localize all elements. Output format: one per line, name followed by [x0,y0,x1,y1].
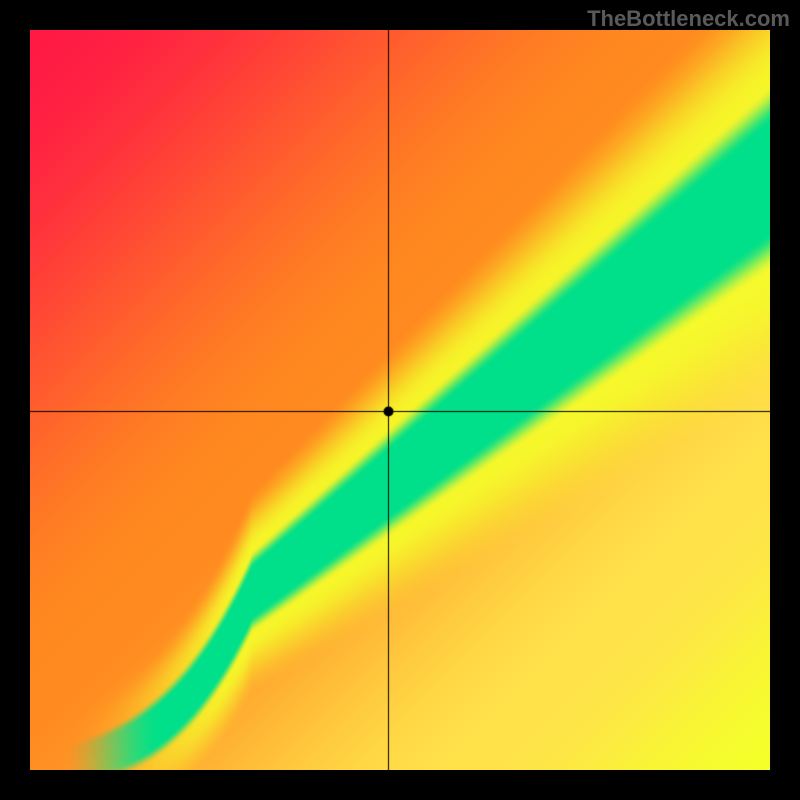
chart-container: TheBottleneck.com [0,0,800,800]
watermark-text: TheBottleneck.com [587,6,790,32]
bottleneck-heatmap [30,30,770,770]
